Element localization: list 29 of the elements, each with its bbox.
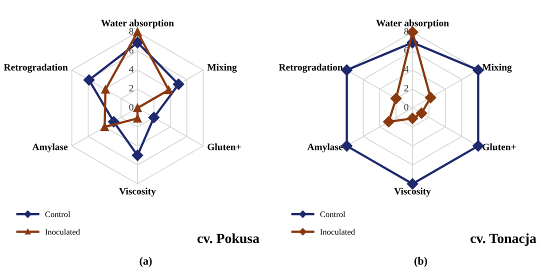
text: (b) xyxy=(414,256,428,267)
spoke-label: Amylase xyxy=(32,143,68,152)
spoke-label: Mixing xyxy=(482,64,512,73)
text: cv. Pokusa xyxy=(197,233,260,244)
legend-label: Inoculated xyxy=(320,228,355,235)
spoke-label: Water absorption xyxy=(376,20,449,28)
text: (a) xyxy=(140,256,152,267)
y-tick-label: 8 xyxy=(129,28,134,35)
y-tick-label: 4 xyxy=(404,66,409,72)
spoke-label: Water absorption xyxy=(101,20,174,28)
y-tick-label: 6 xyxy=(129,47,134,54)
spoke-label: Gluten+ xyxy=(208,143,241,150)
spoke-label: Retrogradation xyxy=(4,64,68,73)
y-tick-label: 2 xyxy=(129,84,134,92)
legend-label: Inoculated xyxy=(45,228,80,235)
y-tick-label: 8 xyxy=(404,28,408,35)
spoke-label: Viscosity xyxy=(394,188,431,196)
spoke-label: Amylase xyxy=(307,143,343,152)
y-tick-label: 2 xyxy=(404,84,408,92)
spoke-label: Gluten+ xyxy=(482,143,516,150)
y-tick-label: 0 xyxy=(129,104,134,110)
legend-label: Control xyxy=(45,211,70,218)
text: cv. Tonacja xyxy=(470,233,536,246)
legend-label: Control xyxy=(320,211,346,218)
y-tick-label: 4 xyxy=(129,66,134,72)
y-tick-label: 0 xyxy=(404,104,408,110)
spoke-label: Retrogradation xyxy=(278,64,343,73)
spoke-label: Viscosity xyxy=(119,188,156,196)
spoke-label: Mixing xyxy=(207,64,237,73)
